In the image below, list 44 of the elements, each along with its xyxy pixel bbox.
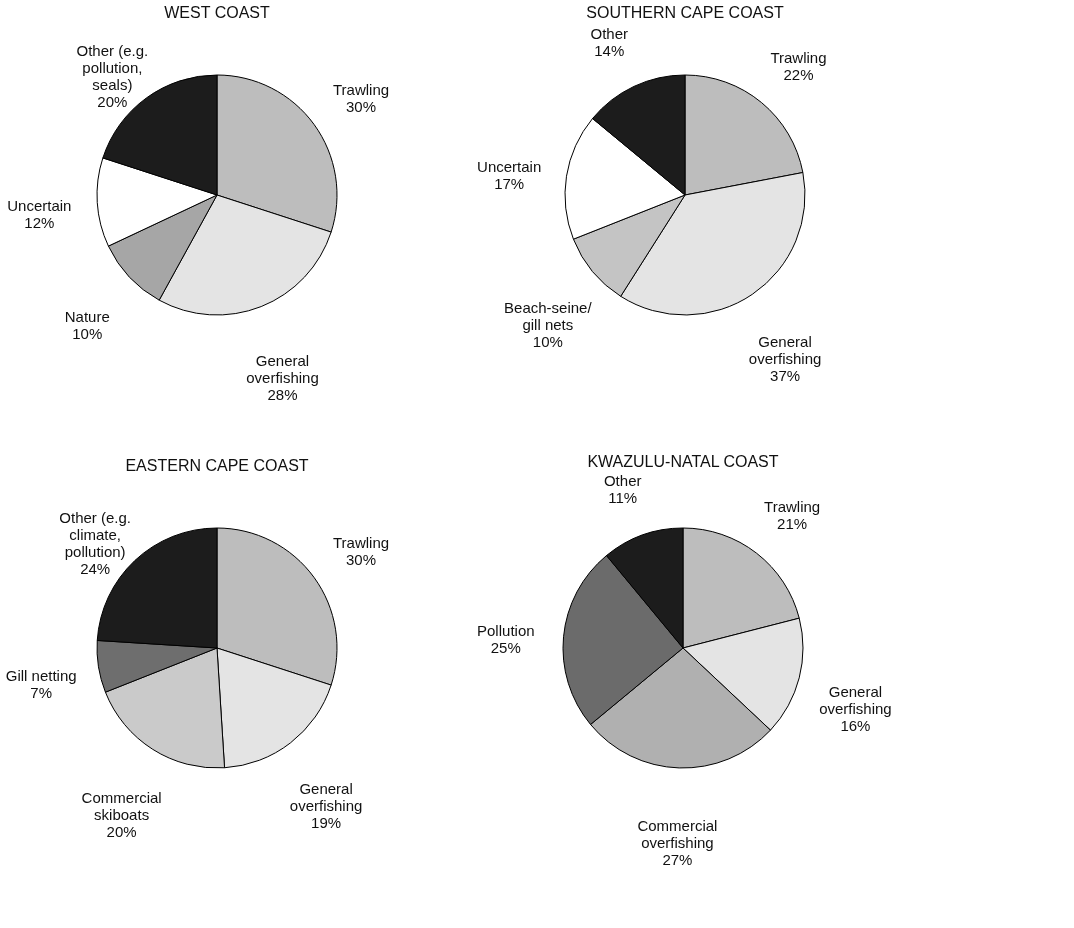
slice-label: General overfishing [289,779,363,814]
slice-label: General overfishing [748,333,822,368]
data-label: 25% [490,639,521,657]
slice-label: Nature [64,307,110,325]
slice-label: Uncertain [7,197,72,215]
slice-label: Other [590,24,628,42]
data-label: 28% [267,385,298,403]
slice-label: Commercial skiboats [81,789,162,824]
slice-label: Commercial overfishing [637,816,718,851]
slice-label: Beach-seine/ gill nets [504,299,593,334]
slice-label: Trawling [332,81,390,99]
data-label: 10% [72,324,103,342]
data-label: 30% [345,551,377,569]
data-label: 30% [345,98,377,116]
data-label: 12% [24,214,55,232]
slice-label: General overfishing [819,683,892,718]
chart-title: SOUTHERN CAPE COAST [586,4,784,21]
data-label: 17% [494,175,525,193]
slice-label: Other [603,471,642,489]
slice-label: Trawling [764,498,821,516]
data-label: 20% [106,823,137,841]
data-label: 11% [608,488,638,506]
data-label: 14% [594,41,625,59]
slice-label: Uncertain [477,158,542,176]
data-label: 22% [783,65,814,83]
data-label: 21% [777,515,808,533]
data-label: 19% [311,813,342,831]
data-label: 16% [840,717,871,735]
slice-label: Trawling [770,48,827,66]
data-label: 10% [532,333,563,351]
slice-label: Other (e.g. pollution, seals) [76,41,149,93]
data-label: 37% [770,367,801,385]
data-label: 7% [30,683,53,701]
slice-label: Gill netting [5,666,77,684]
chart-title: KWAZULU-NATAL COAST [587,452,779,470]
data-label: 27% [662,850,693,868]
slice-label: Pollution [477,622,535,640]
chart-title: EASTERN CAPE COAST [125,457,309,474]
chart-title: WEST COAST [164,4,270,21]
slice-label: General overfishing [246,351,319,386]
slice-label: Trawling [332,534,390,552]
data-label: 20% [97,92,128,110]
data-label: 24% [80,560,111,578]
slice-label: Other (e.g. climate, pollution) [59,509,131,561]
